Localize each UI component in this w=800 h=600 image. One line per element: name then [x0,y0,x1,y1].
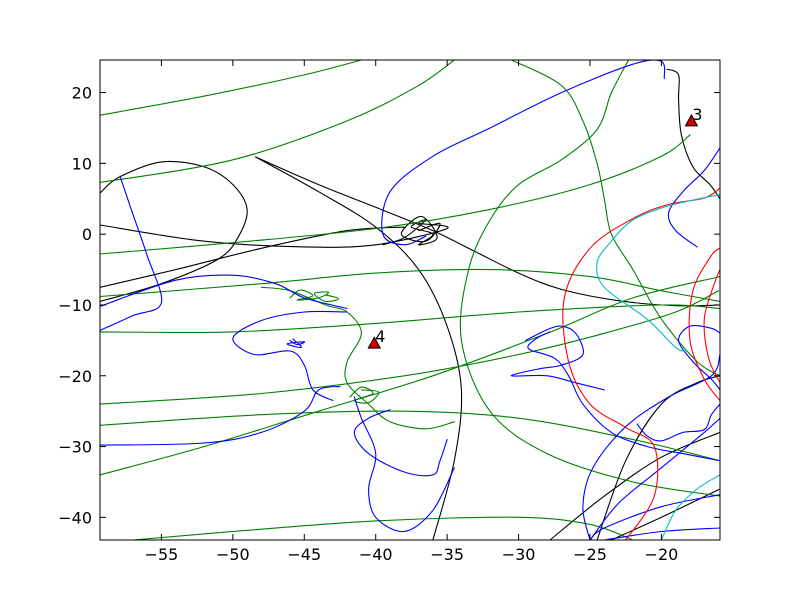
x-tick-label: −40 [359,545,393,564]
series-line-black-3 [255,156,720,307]
series-line-green-18 [132,516,634,540]
series-line-green-22 [289,289,340,303]
series-line-green-11 [100,60,455,184]
triangle-marker-4 [367,336,382,349]
series-line-blue-34 [582,353,720,540]
y-axis: 20 10 0 −10 −20 −30 −40 [58,84,720,527]
y-tick-label: −30 [58,438,92,457]
series-line-green-16 [100,410,720,462]
series-line-red-42 [688,247,720,402]
series-line-green-19 [459,60,720,497]
x-tick-label: −45 [287,545,321,564]
series-line-black-5 [666,68,720,200]
x-tick-label: −25 [573,545,607,564]
series-line-blue-30 [353,396,455,533]
triangle-marker-3 [684,113,699,127]
series-line-blue-39 [678,324,720,391]
series-line-blue-33 [527,331,720,462]
series-line-blue-38 [667,147,720,248]
y-tick-label: 20 [72,84,92,103]
plot-frame [99,59,721,541]
marker-layer: 34 [367,105,703,349]
series-line-blue-35 [589,417,720,540]
series-line-blue-28 [286,338,306,349]
series-line-red-41 [562,187,720,540]
series-line-blue-37 [589,494,720,540]
y-tick-label: 0 [82,225,92,244]
series-line-green-12 [100,134,691,255]
series-line-green-15 [100,290,720,405]
series-line-black-1 [100,226,405,288]
series-line-blue-36 [603,527,720,540]
series-line-black-2 [100,160,248,302]
series-line-black-8 [610,488,720,540]
y-tick-label: −40 [58,508,92,527]
series-line-green-14 [100,304,720,334]
series-line-black-7 [549,431,720,540]
series-line-cyan-45 [596,193,720,352]
series-line-blue-26 [100,274,348,310]
series-line-blue-32 [510,325,605,391]
series-line-green-10 [100,60,362,116]
series-layer [100,60,720,540]
marker-label-3: 3 [692,105,702,124]
x-axis: −55 −50 −45 −40 −35 −30 −25 −20 [145,60,679,564]
series-line-blue-29 [353,409,448,477]
series-line-green-13 [100,268,720,302]
series-line-blue-27 [232,310,348,402]
series-line-black-4 [255,156,463,540]
series-line-black-0 [100,222,449,248]
y-tick-label: −10 [58,296,92,315]
y-tick-label: −20 [58,367,92,386]
marker-label-4: 4 [375,327,385,346]
series-line-blue-24 [100,175,163,331]
series-line-green-23 [349,386,380,404]
x-tick-label: −20 [645,545,679,564]
x-tick-label: −30 [502,545,536,564]
series-line-cyan-46 [660,474,720,540]
series-line-red-43 [703,269,720,384]
series-line-green-17 [100,276,720,476]
series-line-black-6 [596,375,720,540]
y-tick-label: 10 [72,154,92,173]
x-tick-label: −50 [216,545,250,564]
x-tick-label: −35 [430,545,464,564]
series-line-blue-40 [636,403,720,442]
x-tick-label: −55 [145,545,179,564]
series-line-blue-25 [100,385,341,446]
